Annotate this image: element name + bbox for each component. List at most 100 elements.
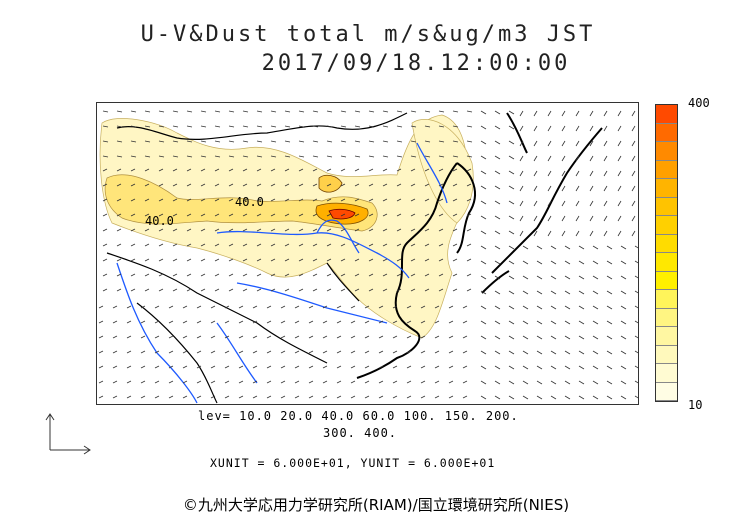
wind-vector [280,350,286,354]
wind-vector [210,380,216,384]
wind-vector [322,320,328,324]
wind-vector [634,275,638,279]
wind-vector [606,380,613,385]
wind-vector [266,395,272,399]
wind-vector [326,125,333,128]
wind-vector [340,155,347,158]
wind-vector [378,395,384,399]
wind-vector [126,380,132,384]
wind-vector [494,305,501,310]
wind-vector [270,110,277,113]
wind-vector [186,140,193,143]
wind-vector [238,350,244,354]
wind-vector [452,288,458,292]
wind-vector [354,288,360,292]
wind-vector [242,155,249,158]
wind-vector [480,215,487,220]
wind-vector [266,320,272,324]
color-legend [655,104,678,402]
wind-vector [424,258,430,262]
wind-vector [242,288,248,292]
wind-vector [140,365,146,369]
wind-vector [252,335,258,339]
wind-vector [200,258,206,262]
wind-vector [466,273,472,277]
wind-vector [564,275,571,280]
wind-vector [438,213,444,217]
wind-vector [522,395,529,400]
wind-vector [634,395,638,399]
wind-vector [158,140,165,143]
wind-vector [200,243,206,247]
wind-vector [266,350,272,354]
wind-vector [550,305,557,310]
wind-vector [550,395,557,400]
wind-vector [354,168,360,172]
wind-vector [575,185,580,192]
legend-color-cell [656,234,677,253]
wind-vector [536,320,543,325]
wind-vector [340,288,346,292]
wind-vector [606,245,613,250]
wind-vector [592,305,599,310]
copyright-text: ©九州大学応用力学研究所(RIAM)/国立環境研究所(NIES) [182,496,570,514]
wind-vector [364,395,370,399]
wind-vector [603,230,608,237]
wind-vector [298,110,305,113]
wind-vector [312,288,318,292]
wind-vector [284,228,290,232]
wind-vector [592,395,599,400]
wind-vector [140,305,146,309]
wind-vector [547,215,552,222]
wind-vector [252,380,258,384]
wind-vector [438,110,445,113]
wind-vector [519,185,524,192]
wind-vector [634,245,638,249]
wind-vector [466,140,473,143]
wind-vector [494,110,501,115]
wind-vector [480,365,487,370]
wind-vector [631,215,636,222]
wind-vector [420,380,426,384]
wind-vector [382,258,388,262]
wind-vector [589,170,594,177]
wind-vector [196,305,202,309]
wind-vector [480,350,487,355]
wind-vector [410,258,416,262]
wind-vector [280,335,286,339]
wind-vector [410,213,416,217]
wind-vector [620,350,627,355]
wind-vector [214,140,221,143]
wind-vector [452,140,459,143]
wind-vector [392,320,398,324]
wind-vector [378,335,384,339]
wind-vector [228,213,234,217]
wind-vector [410,198,416,202]
wind-vector [312,273,318,277]
wind-vector [550,245,557,250]
wind-vector [589,140,594,147]
wind-vector [480,260,487,265]
wind-vector [561,215,566,222]
dust-area-east [411,119,474,224]
wind-vector [214,258,220,262]
wind-vector [364,350,370,354]
wind-vector [480,110,487,115]
wind-vector [406,380,412,384]
wind-vector [284,125,291,128]
wind-vector [547,110,552,117]
wind-vector [144,125,151,128]
wind-vector [420,320,426,324]
wind-vector [589,110,594,117]
wind-vector [368,258,374,262]
wind-vector [564,380,571,385]
wind-vector [186,213,192,217]
wind-vector [140,395,146,399]
wind-vector [312,198,318,202]
wind-vector [210,320,216,324]
wind-vector [116,198,122,202]
wind-vector [196,320,202,324]
wind-vector [270,198,276,202]
wind-vector [116,183,122,187]
wind-vector [182,365,188,369]
